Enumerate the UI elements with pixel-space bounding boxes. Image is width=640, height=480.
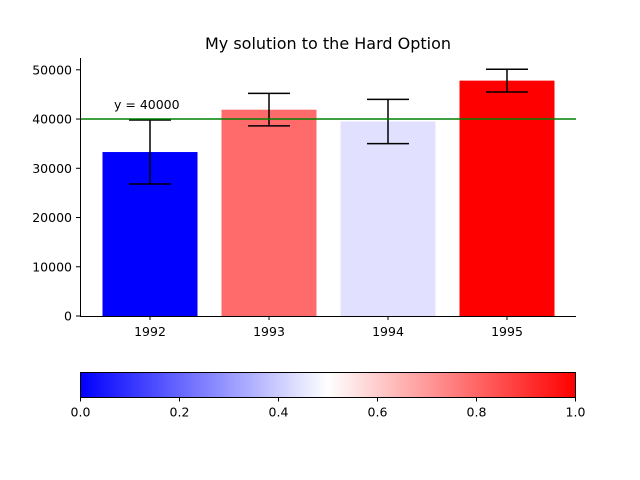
bar-1994 [340,121,436,316]
colorbar-tick-label-0.2: 0.2 [170,405,190,420]
x-tick-label-1993: 1993 [253,324,285,339]
x-tick-label-1994: 1994 [372,324,404,339]
x-tick-label-1992: 1992 [134,324,166,339]
colorbar-tick-label-0.6: 0.6 [368,405,388,420]
colorbar-tick-label-0.4: 0.4 [269,405,289,420]
y-tick-label-20000: 20000 [32,210,72,225]
y-tick-label-40000: 40000 [32,112,72,127]
colorbar-tick-label-1.0: 1.0 [566,405,586,420]
x-tick-label-1995: 1995 [491,324,523,339]
colorbar-tick-label-0.8: 0.8 [467,405,487,420]
colorbar-tick-label-0.0: 0.0 [71,405,91,420]
chart-title: My solution to the Hard Option [205,34,451,53]
x-ticks: 1992 1993 1994 1995 [134,316,523,339]
y-tick-label-30000: 30000 [32,161,72,176]
bar-1993 [221,109,317,316]
reference-line-label: y = 40000 [114,97,180,112]
y-ticks: 0 10000 20000 30000 40000 50000 [32,62,80,324]
y-tick-label-10000: 10000 [32,259,72,274]
error-bars-layer [129,68,528,185]
colorbar [80,372,576,398]
y-tick-label-50000: 50000 [32,62,72,77]
bar-1995 [459,80,555,316]
y-tick-label-0: 0 [64,309,72,324]
bars-layer [102,80,555,316]
colorbar-ticks: 0.0 0.2 0.4 0.6 0.8 1.0 [71,397,586,420]
